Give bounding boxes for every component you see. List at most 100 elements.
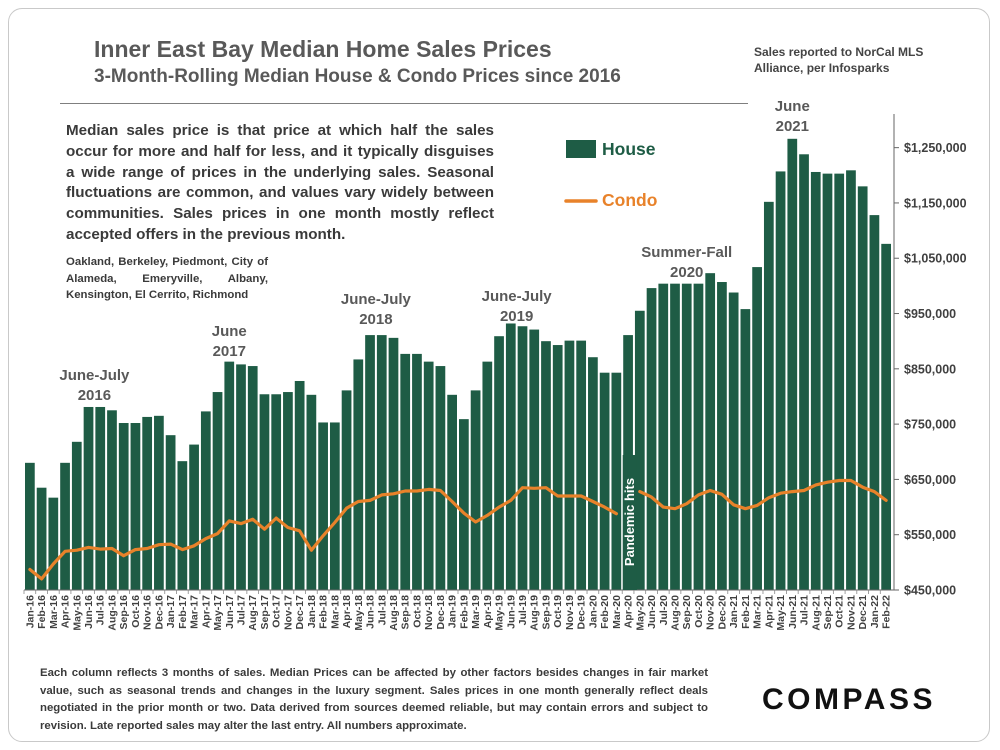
house-bar [177, 461, 188, 590]
x-tick-label: Apr-16 [60, 595, 72, 628]
house-bar [388, 337, 399, 590]
house-bar [599, 372, 610, 590]
x-tick-label: Dec-17 [294, 595, 306, 630]
house-bar [646, 288, 657, 590]
house-bar [541, 341, 551, 590]
house-bar [224, 361, 235, 590]
compass-logo: COMPASS [762, 683, 936, 716]
y-tick-label: $1,050,000 [904, 252, 967, 266]
house-bar [247, 366, 258, 590]
x-tick-label: Jan-20 [587, 595, 599, 628]
x-tick-label: May-19 [494, 595, 506, 631]
x-tick-label: Aug-17 [247, 595, 259, 631]
source-note: Sales reported to NorCal MLS Alliance, p… [754, 45, 924, 75]
x-tick-label: Dec-21 [857, 595, 869, 630]
x-tick-label: Jan-21 [728, 595, 740, 628]
x-tick-label: Sep-21 [822, 595, 834, 630]
x-tick-label: Jan-18 [306, 595, 318, 628]
house-bar [459, 419, 469, 590]
y-tick-label: $1,250,000 [904, 141, 967, 155]
x-tick-label: Feb-16 [36, 595, 48, 629]
house-bar [775, 171, 786, 590]
house-bar [95, 406, 106, 590]
house-bar [189, 444, 199, 590]
house-bar [25, 462, 35, 590]
x-tick-label: Jan-22 [869, 595, 881, 628]
chart-legend: House Condo [564, 139, 657, 210]
x-tick-label: Jul-21 [799, 595, 811, 626]
house-bar [728, 292, 739, 590]
house-bar [412, 353, 422, 590]
x-tick-label: May-21 [775, 595, 787, 631]
house-bar [658, 283, 669, 590]
house-bar [505, 323, 516, 590]
house-bar [752, 267, 762, 590]
chart-frame [8, 8, 990, 742]
annotation-label: 2020 [670, 264, 703, 281]
x-tick-label: Dec-19 [576, 595, 588, 630]
legend-house-label: House [602, 139, 656, 159]
house-bars [25, 138, 891, 591]
x-tick-label: May-20 [634, 595, 646, 631]
house-bar [212, 392, 223, 590]
house-bar [306, 394, 317, 590]
house-bar [83, 406, 94, 590]
description-text: Median sales price is that price at whic… [66, 122, 494, 243]
x-tick-label: Aug-21 [810, 595, 822, 631]
condo-series-line [28, 478, 888, 581]
house-bar [670, 283, 680, 590]
house-bar [271, 394, 282, 590]
x-tick-label: Dec-20 [716, 595, 728, 630]
house-bar [165, 435, 176, 590]
y-tick-label: $450,000 [904, 584, 956, 598]
annotation-label: June-July [59, 367, 130, 384]
house-bar [482, 361, 493, 590]
x-tick-label: May-18 [353, 595, 365, 631]
house-bar [810, 171, 821, 590]
house-bar [60, 462, 70, 590]
x-tick-label: Feb-21 [740, 595, 752, 629]
x-axis-ticks: Jan-16 Feb-16 Mar-16 Apr-16 May-16 Jun-16 Jul-… [23, 590, 893, 631]
annotation-label: 2021 [776, 118, 809, 135]
x-tick-label: Sep-20 [681, 595, 693, 630]
pandemic-label: Pandemic hits [622, 478, 637, 566]
house-bar [470, 390, 481, 590]
x-tick-label: Feb-18 [318, 595, 330, 629]
x-tick-label: Oct-20 [693, 595, 705, 628]
x-tick-label: Jan-19 [447, 595, 459, 628]
x-tick-label: Feb-17 [177, 595, 189, 629]
x-tick-label: Jun-21 [787, 595, 799, 629]
x-tick-label: Oct-18 [411, 595, 423, 628]
x-tick-label: Dec-16 [153, 595, 165, 630]
x-tick-label: Jun-19 [505, 595, 517, 629]
house-bar [400, 353, 411, 590]
house-bar [881, 243, 891, 590]
house-bar [529, 329, 540, 590]
house-bar [693, 283, 704, 590]
y-axis-ticks: $450,000 $550,000 $650,000 $750,000 $850,000… [894, 141, 967, 598]
x-tick-label: Aug-16 [106, 595, 118, 631]
x-tick-label: Apr-21 [763, 595, 775, 628]
house-bar [846, 170, 856, 591]
house-bar [869, 215, 880, 590]
annotation-label: 2016 [78, 387, 111, 404]
house-bar [294, 380, 305, 590]
house-bar [799, 154, 809, 590]
x-tick-label: Sep-16 [118, 595, 130, 630]
x-tick-label: Dec-18 [435, 595, 447, 630]
house-bar [822, 173, 833, 590]
house-bar [118, 423, 129, 590]
x-tick-label: Oct-17 [271, 595, 283, 628]
x-tick-label: Feb-20 [599, 595, 611, 629]
cities-list: Oakland, Berkeley, Piedmont, City of Ala… [66, 256, 268, 301]
house-bar [318, 422, 328, 590]
house-bar [447, 394, 457, 590]
x-tick-label: Aug-20 [670, 595, 682, 631]
house-bar [763, 201, 774, 590]
x-tick-label: Jul-17 [236, 595, 248, 626]
x-tick-label: Jun-17 [224, 595, 236, 629]
house-bar [36, 487, 47, 590]
x-tick-label: Mar-21 [752, 595, 764, 629]
x-tick-label: Mar-17 [189, 595, 201, 629]
x-tick-label: Sep-17 [259, 595, 271, 630]
